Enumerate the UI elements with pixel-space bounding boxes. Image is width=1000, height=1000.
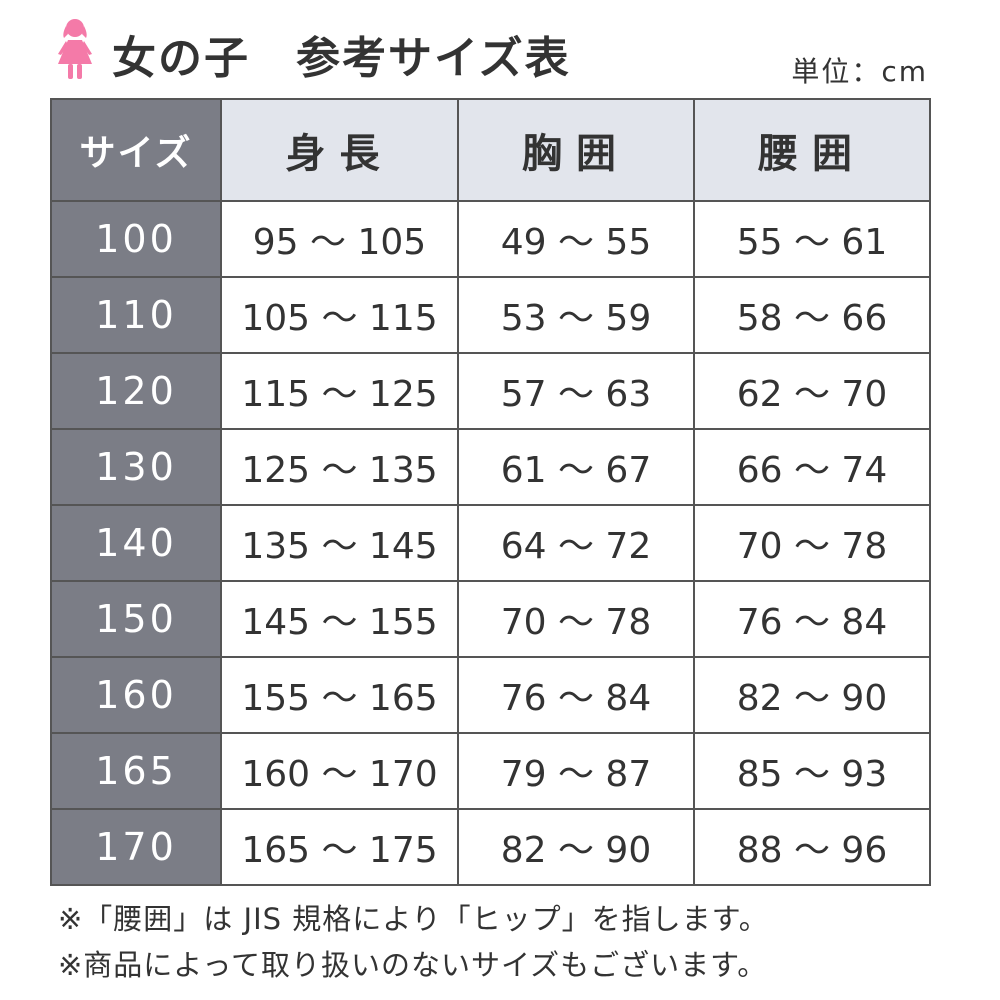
- chest-cell: 76 ～ 84: [457, 656, 695, 734]
- page-title: 女の子 参考サイズ表: [112, 33, 571, 84]
- hip-cell: 88 ～ 96: [693, 808, 931, 886]
- size-cell: 140: [50, 504, 222, 582]
- table-row: 100 95 ～ 105 49 ～ 55 55 ～ 61: [50, 200, 931, 278]
- hip-cell: 66 ～ 74: [693, 428, 931, 506]
- hip-cell: 70 ～ 78: [693, 504, 931, 582]
- header-size: サイズ: [50, 98, 222, 202]
- height-cell: 95 ～ 105: [220, 200, 459, 278]
- height-cell: 105 ～ 115: [220, 276, 459, 354]
- table-row: 165 160 ～ 170 79 ～ 87 85 ～ 93: [50, 732, 931, 810]
- hip-cell: 76 ～ 84: [693, 580, 931, 658]
- height-cell: 125 ～ 135: [220, 428, 459, 506]
- size-cell: 110: [50, 276, 222, 354]
- chest-cell: 57 ～ 63: [457, 352, 695, 430]
- size-cell: 120: [50, 352, 222, 430]
- height-cell: 135 ～ 145: [220, 504, 459, 582]
- height-cell: 115 ～ 125: [220, 352, 459, 430]
- chest-cell: 49 ～ 55: [457, 200, 695, 278]
- hip-cell: 62 ～ 70: [693, 352, 931, 430]
- size-cell: 150: [50, 580, 222, 658]
- table-row: 110 105 ～ 115 53 ～ 59 58 ～ 66: [50, 276, 931, 354]
- table-row: 130 125 ～ 135 61 ～ 67 66 ～ 74: [50, 428, 931, 506]
- chest-cell: 64 ～ 72: [457, 504, 695, 582]
- header-height: 身長: [220, 98, 459, 202]
- size-table: サイズ 身長 胸囲 腰囲 100 95 ～ 105 49 ～ 55 55 ～ 61 11…: [50, 98, 931, 886]
- size-cell: 170: [50, 808, 222, 886]
- chest-cell: 53 ～ 59: [457, 276, 695, 354]
- table-row: 150 145 ～ 155 70 ～ 78 76 ～ 84: [50, 580, 931, 658]
- hip-cell: 82 ～ 90: [693, 656, 931, 734]
- hip-cell: 85 ～ 93: [693, 732, 931, 810]
- height-cell: 145 ～ 155: [220, 580, 459, 658]
- size-cell: 165: [50, 732, 222, 810]
- size-cell: 100: [50, 200, 222, 278]
- chest-cell: 70 ～ 78: [457, 580, 695, 658]
- size-cell: 160: [50, 656, 222, 734]
- height-cell: 165 ～ 175: [220, 808, 459, 886]
- hip-cell: 58 ～ 66: [693, 276, 931, 354]
- table-row: 140 135 ～ 145 64 ～ 72 70 ～ 78: [50, 504, 931, 582]
- chest-cell: 61 ～ 67: [457, 428, 695, 506]
- height-cell: 160 ～ 170: [220, 732, 459, 810]
- table-row: 120 115 ～ 125 57 ～ 63 62 ～ 70: [50, 352, 931, 430]
- table-row: 160 155 ～ 165 76 ～ 84 82 ～ 90: [50, 656, 931, 734]
- note-2: ※商品によって取り扱いのないサイズもございます。: [58, 948, 768, 982]
- chest-cell: 79 ～ 87: [457, 732, 695, 810]
- height-cell: 155 ～ 165: [220, 656, 459, 734]
- header-hip: 腰囲: [693, 98, 931, 202]
- table-header-row: サイズ 身長 胸囲 腰囲: [50, 98, 931, 202]
- hip-cell: 55 ～ 61: [693, 200, 931, 278]
- chest-cell: 82 ～ 90: [457, 808, 695, 886]
- size-cell: 130: [50, 428, 222, 506]
- unit-label: 単位：cm: [791, 55, 928, 88]
- girl-icon: [58, 19, 92, 79]
- header-chest: 胸囲: [457, 98, 695, 202]
- note-1: ※「腰囲」は JIS 規格により「ヒップ」を指します。: [58, 902, 769, 936]
- table-row: 170 165 ～ 175 82 ～ 90 88 ～ 96: [50, 808, 931, 886]
